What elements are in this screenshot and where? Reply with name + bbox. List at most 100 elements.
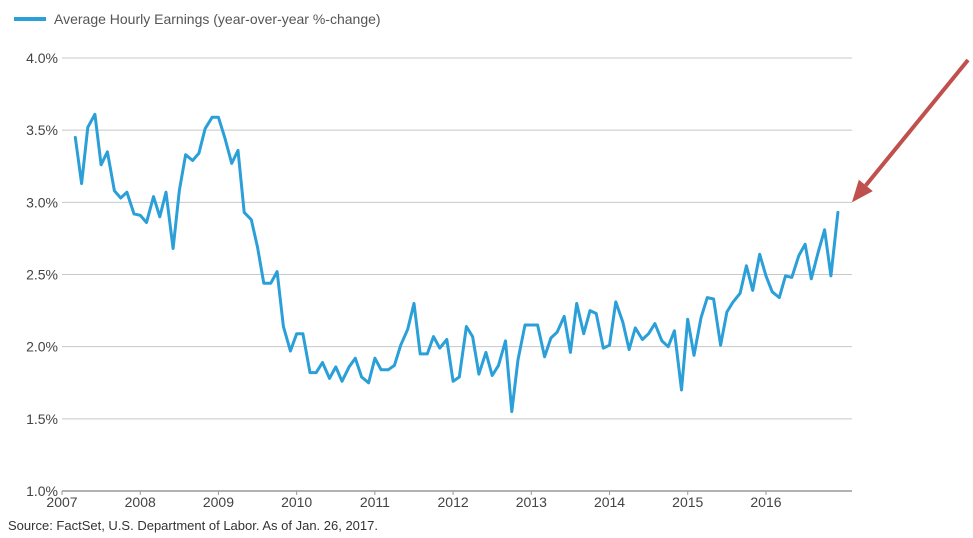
data-point [810,277,813,281]
data-point [178,189,181,192]
data-point [771,290,774,294]
x-tick-label: 2007 [46,494,77,510]
data-point [738,292,742,295]
data-point [797,254,801,257]
data-point [256,245,259,249]
data-point [191,159,194,162]
data-point [340,380,344,383]
data-point [432,335,435,338]
data-point [641,338,644,341]
data-point [829,274,833,278]
data-point [197,152,201,155]
data-point [582,332,585,335]
data-point [725,310,729,314]
data-point [132,212,136,216]
data-point [379,368,383,371]
data-point [510,410,513,413]
data-point [666,345,670,348]
data-point [712,297,715,301]
data-point [262,281,266,285]
data-point [74,136,77,139]
x-tick-label: 2016 [750,494,781,510]
data-point [139,214,142,217]
data-point [719,344,722,347]
x-tick-label: 2009 [203,494,234,510]
y-tick-label: 3.0% [26,194,58,210]
data-point [706,296,709,299]
data-point [817,250,820,253]
data-point [543,355,546,358]
data-point [113,189,116,192]
data-point [308,371,312,374]
data-point [210,115,214,119]
data-point [465,325,468,328]
data-point [836,211,840,214]
data-point [386,368,390,371]
data-point [328,377,331,380]
data-point [823,228,826,231]
x-tick-label: 2010 [281,494,312,510]
data-point [627,348,631,351]
legend-label: Average Hourly Earnings (year-over-year … [54,11,381,27]
data-point [426,352,429,356]
gridlines [62,57,852,420]
data-point [289,349,292,353]
data-point [490,374,494,377]
data-point [223,136,226,139]
data-point [269,281,273,285]
data-point [412,302,416,305]
data-point [80,182,83,185]
data-point [367,381,370,384]
data-point [282,325,285,328]
data-point [360,375,363,379]
data-point [621,320,625,324]
data-point [673,329,676,332]
data-point [164,191,168,194]
data-point [471,335,474,338]
y-tick-label: 4.0% [26,50,58,66]
data-point [93,113,97,116]
data-point [458,375,461,379]
data-point [634,326,637,330]
y-tick-label: 2.5% [26,267,58,283]
data-point [119,196,122,200]
data-point [660,339,664,343]
data-point [393,364,396,367]
data-point [588,309,592,312]
data-point [217,115,220,119]
data-point [406,328,409,331]
data-point [523,323,527,327]
data-point [230,162,233,165]
data-point [692,354,696,357]
data-point [555,331,559,334]
data-point [699,316,703,319]
y-tick-label: 1.0% [26,483,58,499]
data-point [275,270,279,273]
x-axis: 2007 2008 2009 2010 2011 2012 2013 2014 2015 2016 [46,490,852,510]
x-tick-label: 2014 [594,494,625,510]
data-point [99,163,103,167]
data-point [536,323,539,327]
data-point [778,296,781,299]
data-point [784,274,787,278]
data-point [731,300,735,304]
data-point [171,247,175,250]
data-point [451,380,455,383]
x-tick-label: 2012 [438,494,469,510]
data-point [301,332,305,335]
data-point [504,339,507,343]
y-tick-label: 3.5% [26,122,58,138]
legend: Average Hourly Earnings (year-over-year … [14,11,381,27]
data-point [334,365,337,369]
data-point [595,312,598,315]
data-point [145,221,148,224]
data-point [158,215,161,218]
data-point [745,264,748,268]
data-point [790,276,793,279]
data-point [497,364,500,367]
data-point [803,242,807,246]
data-point [569,351,572,354]
data-point [347,365,351,369]
x-tick-label: 2015 [672,494,703,510]
